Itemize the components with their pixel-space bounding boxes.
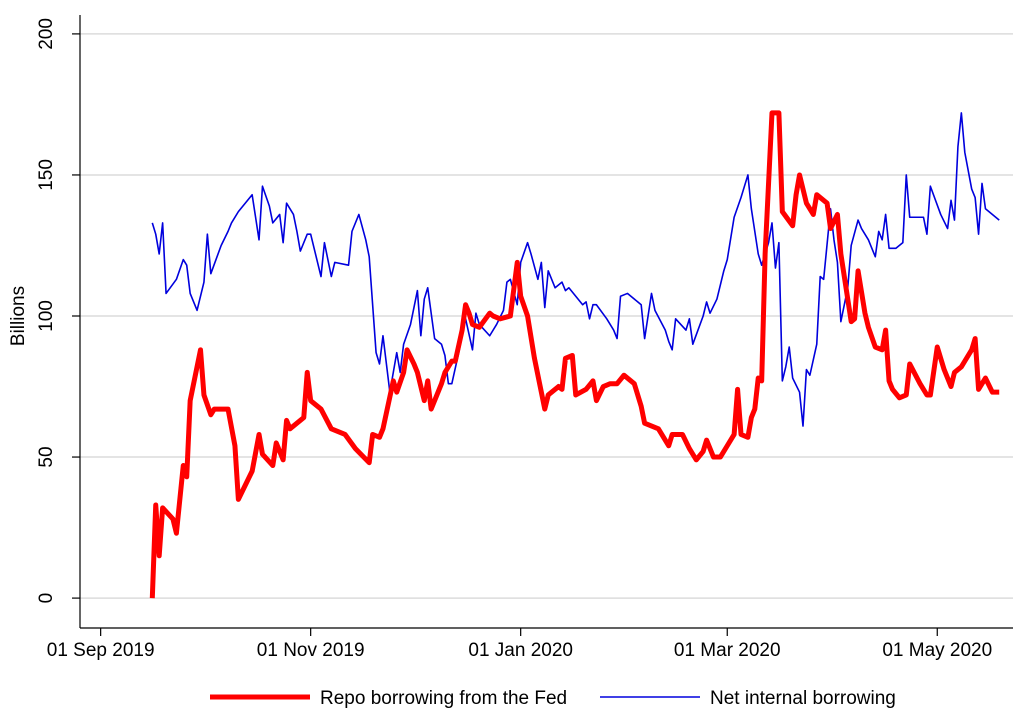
y-tick-label: 0 — [36, 593, 57, 604]
legend-label: Net internal borrowing — [710, 688, 896, 709]
data-line — [151, 112, 1000, 427]
y-tick-label: 150 — [36, 159, 57, 191]
x-tick-label: 01 Sep 2019 — [47, 640, 155, 661]
x-tick-label: 01 Mar 2020 — [674, 640, 781, 661]
y-axis-label: Billions — [8, 286, 29, 346]
x-tick-label: 01 Nov 2019 — [257, 640, 365, 661]
legend: Repo borrowing from the Fed Net internal … — [210, 688, 896, 709]
x-tick-label: 01 May 2020 — [882, 640, 992, 661]
y-tick-label: 100 — [36, 300, 57, 332]
x-tick-label: 01 Jan 2020 — [468, 640, 573, 661]
y-tick-label: 200 — [36, 18, 57, 50]
legend-label: Repo borrowing from the Fed — [320, 688, 567, 709]
data-line — [149, 110, 1000, 599]
y-tick-label: 50 — [36, 446, 57, 467]
